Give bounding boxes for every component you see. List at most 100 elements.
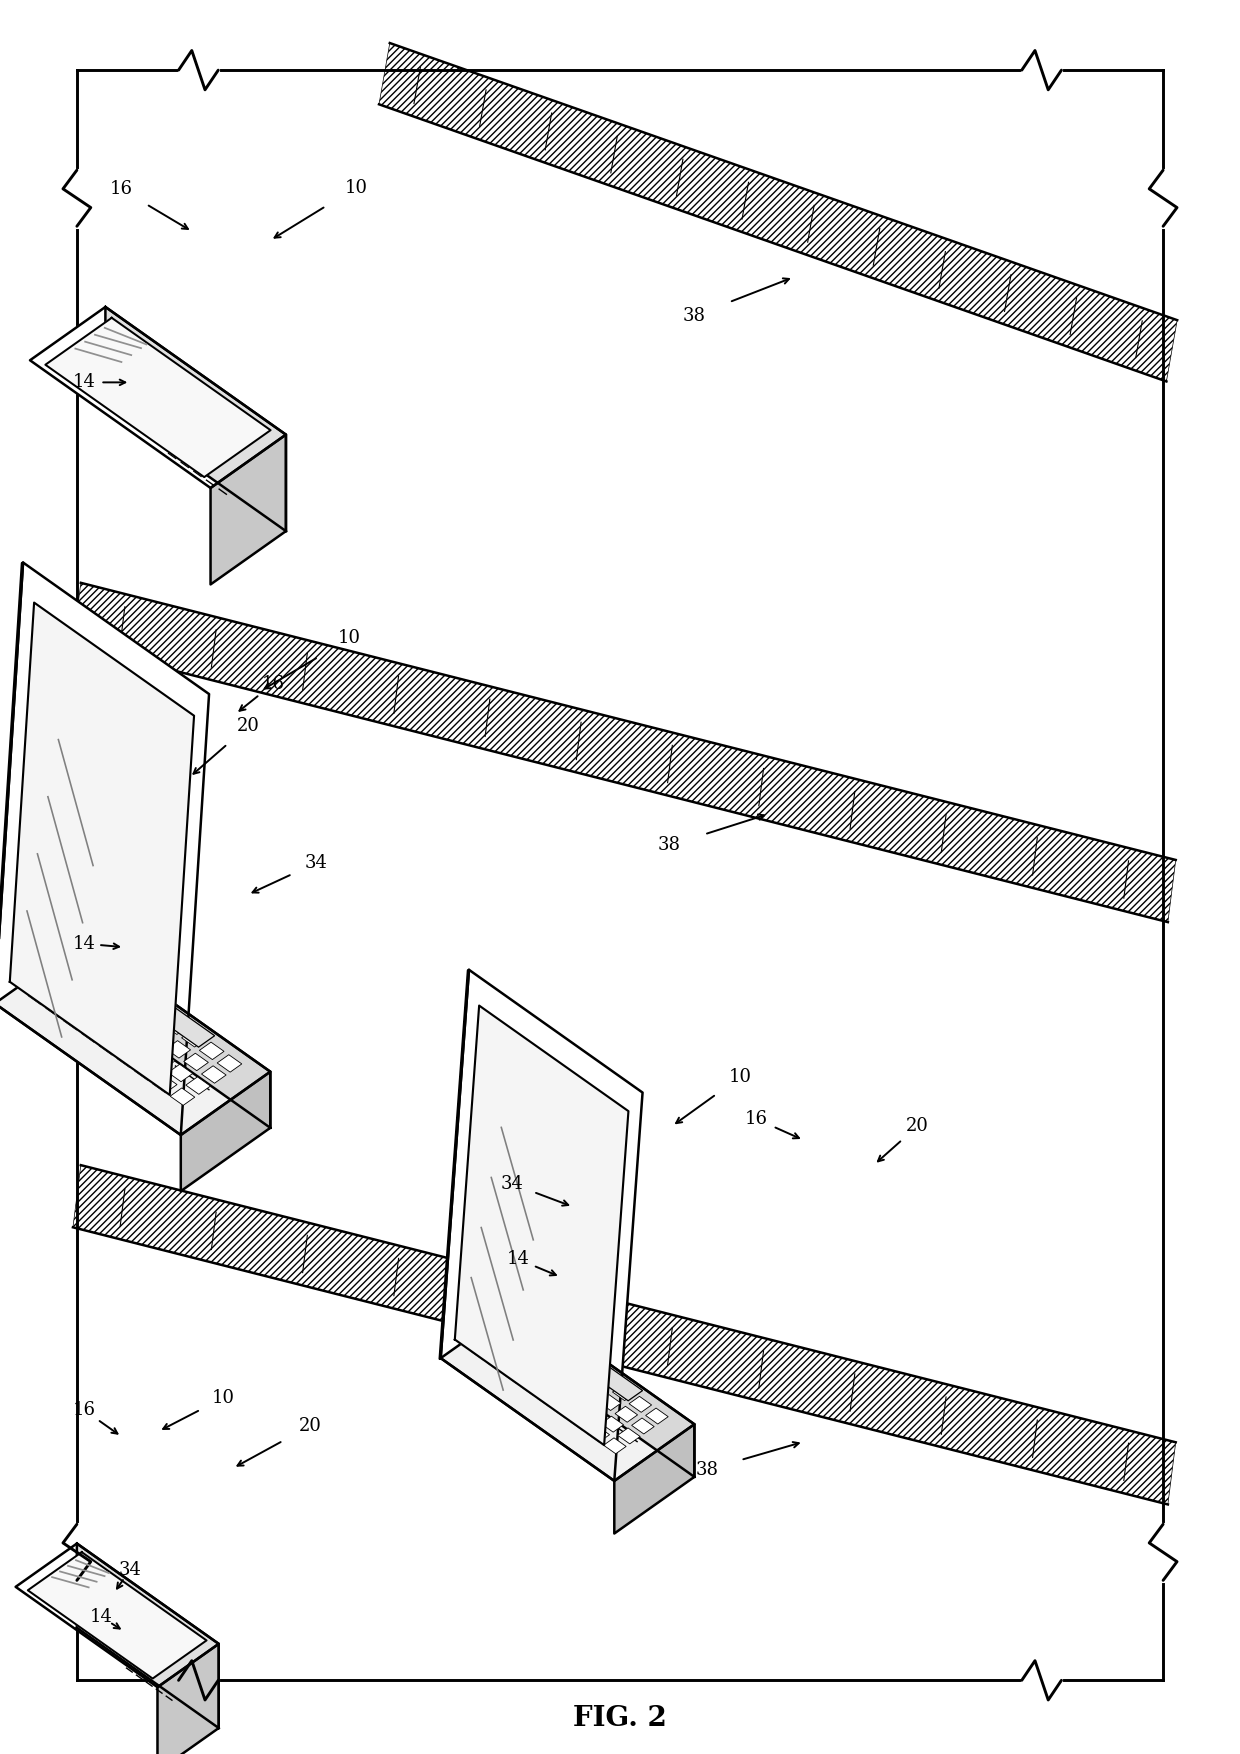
Polygon shape [169,1065,192,1082]
Polygon shape [99,1038,124,1056]
Text: 34: 34 [305,854,327,872]
Polygon shape [200,1042,224,1059]
Polygon shape [211,435,286,584]
Polygon shape [440,1301,694,1480]
Polygon shape [565,1372,588,1387]
Polygon shape [46,1000,71,1017]
Text: 20: 20 [299,1417,321,1435]
Polygon shape [548,1359,572,1375]
Polygon shape [582,1382,604,1398]
Polygon shape [563,1349,585,1365]
Polygon shape [181,1030,206,1047]
Polygon shape [74,954,99,972]
Polygon shape [117,1051,141,1068]
Polygon shape [128,991,153,1009]
Polygon shape [546,1338,569,1354]
Polygon shape [73,582,1176,923]
Polygon shape [537,1391,559,1407]
Polygon shape [646,1408,668,1424]
Polygon shape [552,1380,574,1396]
Polygon shape [604,1438,626,1454]
Polygon shape [529,1326,552,1342]
Polygon shape [579,1361,601,1377]
Polygon shape [521,1379,543,1394]
Polygon shape [440,970,642,1480]
Polygon shape [521,1301,694,1477]
Polygon shape [201,1066,226,1084]
Polygon shape [379,44,1177,381]
Polygon shape [601,1415,624,1433]
Polygon shape [10,603,195,1094]
Polygon shape [613,1384,635,1401]
Text: 38: 38 [658,837,681,854]
Polygon shape [599,1394,621,1410]
Polygon shape [534,1370,557,1386]
Polygon shape [455,1005,629,1445]
Text: 38: 38 [683,307,706,324]
Polygon shape [157,1643,218,1754]
Text: 34: 34 [119,1561,141,1579]
Polygon shape [84,940,270,1128]
Text: 10: 10 [345,179,367,196]
Polygon shape [614,1424,694,1533]
Polygon shape [117,977,215,1047]
Text: 16: 16 [745,1110,768,1128]
Polygon shape [77,977,102,995]
Polygon shape [146,1005,171,1023]
Polygon shape [63,1012,88,1030]
Polygon shape [16,1544,218,1687]
Polygon shape [150,1052,175,1070]
Polygon shape [93,966,118,984]
Polygon shape [568,1393,590,1408]
Polygon shape [27,1552,207,1679]
Polygon shape [170,1087,195,1105]
Polygon shape [79,1002,104,1019]
Polygon shape [552,1337,642,1401]
Polygon shape [135,1063,159,1080]
Polygon shape [516,1337,538,1352]
Polygon shape [471,1344,494,1359]
Polygon shape [485,1335,507,1351]
Text: 14: 14 [73,935,95,952]
Polygon shape [97,1014,122,1031]
Polygon shape [498,1324,522,1340]
Text: 10: 10 [339,630,361,647]
Polygon shape [62,989,86,1007]
Polygon shape [532,1347,554,1363]
Polygon shape [153,1075,177,1093]
Polygon shape [513,1314,536,1330]
Polygon shape [570,1414,593,1430]
Polygon shape [148,1028,172,1045]
Polygon shape [596,1373,619,1389]
Text: 14: 14 [91,1608,113,1626]
Polygon shape [0,940,270,1135]
Text: 20: 20 [906,1117,929,1135]
Polygon shape [503,1368,527,1384]
Polygon shape [629,1396,651,1412]
Polygon shape [440,970,469,1359]
Polygon shape [115,1026,139,1044]
Text: FIG. 2: FIG. 2 [573,1705,667,1733]
Polygon shape [618,1428,640,1444]
Polygon shape [46,317,270,477]
Polygon shape [77,1544,218,1728]
Polygon shape [82,1024,105,1042]
Polygon shape [73,1165,1176,1505]
Polygon shape [130,1016,155,1033]
Polygon shape [181,1072,270,1191]
Polygon shape [43,977,68,995]
Polygon shape [94,991,119,1009]
Text: 16: 16 [262,675,284,693]
Polygon shape [105,307,286,531]
Polygon shape [518,1358,541,1373]
Text: 16: 16 [110,181,133,198]
Polygon shape [133,1038,157,1056]
Polygon shape [584,1405,608,1421]
Polygon shape [0,563,210,1135]
Text: 34: 34 [501,1175,523,1193]
Polygon shape [166,1040,191,1058]
Polygon shape [186,1077,211,1094]
Polygon shape [217,1054,242,1072]
Polygon shape [30,307,286,488]
Polygon shape [631,1417,655,1435]
